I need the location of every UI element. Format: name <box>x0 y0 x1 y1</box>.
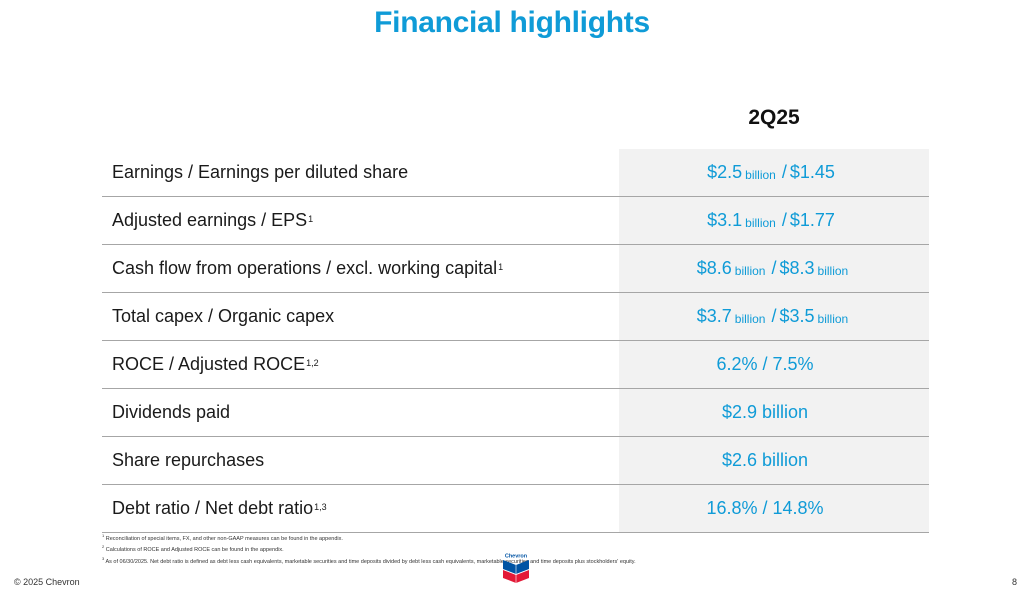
footnote: 2 Calculations of ROCE and Adjusted ROCE… <box>102 544 284 554</box>
row-label: Cash flow from operations / excl. workin… <box>112 258 504 278</box>
row-label: Share repurchases <box>112 450 265 470</box>
copyright: © 2025 Chevron <box>14 577 80 587</box>
table-row: Earnings / Earnings per diluted share $2… <box>102 149 929 197</box>
row-value: $2.6 billion <box>619 437 929 484</box>
page-number: 8 <box>1011 577 1017 587</box>
table-row: Share repurchases $2.6 billion <box>102 437 929 485</box>
table-row: ROCE / Adjusted ROCE 1,2 6.2% / 7.5% <box>102 341 929 389</box>
row-label: Total capex / Organic capex <box>112 306 335 326</box>
footnotes: 1 Reconciliation of special items, FX, a… <box>102 532 932 566</box>
chevron-logo: Chevron <box>503 554 529 583</box>
table-row: Cash flow from operations / excl. workin… <box>102 245 929 293</box>
footnote: 1 Reconciliation of special items, FX, a… <box>102 533 343 542</box>
row-label: Adjusted earnings / EPS 1 <box>112 210 314 230</box>
row-value: 6.2% / 7.5% <box>619 341 929 388</box>
row-label: Dividends paid <box>112 402 231 422</box>
page-title: Financial highlights <box>374 6 650 39</box>
row-value: $8.6 billion / $8.3 billion <box>619 245 929 292</box>
footnote: 3 As of 06/30/2025. Net debt ratio is de… <box>102 555 636 565</box>
highlights-table: Earnings / Earnings per diluted share $2… <box>102 149 929 533</box>
row-value: 16.8% / 14.8% <box>619 485 929 532</box>
row-value: $3.1 billion / $1.77 <box>619 197 929 244</box>
row-value: $2.9 billion <box>619 389 929 436</box>
row-label: Debt ratio / Net debt ratio 1,3 <box>112 498 327 518</box>
table-row: Debt ratio / Net debt ratio 1,3 16.8% / 1… <box>102 485 929 533</box>
row-value: $2.5 billion / $1.45 <box>619 149 929 196</box>
table-row: Adjusted earnings / EPS 1 $3.1 billion / $1.… <box>102 197 929 245</box>
row-label: ROCE / Adjusted ROCE 1,2 <box>112 354 319 374</box>
row-label: Earnings / Earnings per diluted share <box>112 162 409 182</box>
table-row: Dividends paid $2.9 billion <box>102 389 929 437</box>
column-header: 2Q25 <box>748 106 800 129</box>
logo-wordmark: Chevron <box>505 554 528 560</box>
table-row: Total capex / Organic capex $3.7 billion /… <box>102 293 929 341</box>
row-value: $3.7 billion / $3.5 billion <box>619 293 929 340</box>
